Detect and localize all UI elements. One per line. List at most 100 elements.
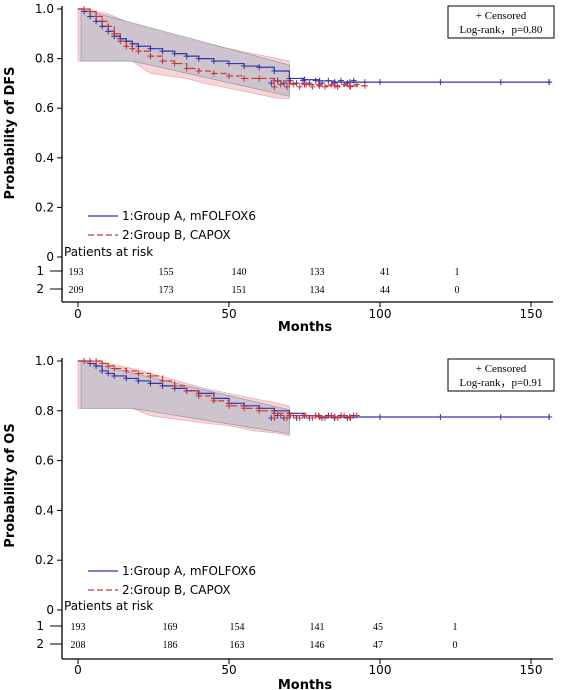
censor-mark (309, 415, 316, 422)
censor-mark (171, 60, 178, 67)
chart-panel-1: 0 0.2 0.4 0.6 0.8 1.0 0 50 100 150 Probability of … (3, 2, 555, 335)
logrank-pvalue: Log-rank，p=0.80 (460, 24, 543, 36)
legend-label-group-a: 1:Group A, mFOLFOX6 (122, 209, 256, 223)
ci-band-gray (80, 360, 290, 435)
x-tick-label: 100 (369, 663, 392, 677)
censor-mark (195, 392, 202, 399)
censor-mark (315, 412, 322, 419)
censor-mark (437, 414, 444, 421)
censor-mark (111, 372, 118, 379)
censor-mark (312, 77, 319, 84)
x-axis-label: Months (278, 678, 333, 690)
y-tick-label: 1.0 (35, 2, 54, 16)
censor-mark (299, 77, 306, 84)
risk-value: 45 (373, 622, 383, 633)
y-tick-label: 0.6 (35, 454, 54, 468)
censor-mark (93, 13, 100, 20)
censor-mark (99, 367, 106, 374)
risk-value: 1 (455, 267, 460, 278)
y-tick-label: 0.8 (35, 52, 54, 66)
censor-mark (271, 83, 278, 90)
censor-mark (306, 80, 313, 87)
censor-mark (111, 30, 118, 37)
censor-mark (183, 53, 190, 60)
censor-mark (271, 415, 278, 422)
legend-label-group-a: 1:Group A, mFOLFOX6 (122, 564, 256, 578)
risk-value: 186 (163, 640, 178, 651)
risk-value: 1 (453, 622, 458, 633)
risk-value: 154 (230, 622, 245, 633)
logrank-pvalue: Log-rank，p=0.91 (460, 377, 543, 389)
censor-mark (377, 79, 383, 86)
censor-mark (210, 58, 217, 65)
censor-mark (129, 45, 136, 52)
censor-mark (331, 414, 338, 421)
risk-value: 141 (310, 622, 325, 633)
censor-mark (350, 77, 357, 84)
y-tick-label: 1.0 (35, 354, 54, 368)
censor-mark (325, 77, 332, 84)
censor-mark (183, 65, 190, 72)
risk-value: 0 (455, 285, 460, 296)
censor-mark (256, 64, 263, 71)
censor-mark (546, 79, 553, 86)
risk-row-label: 2 (36, 637, 44, 651)
risk-row-label: 1 (36, 264, 44, 278)
legend-label-group-b: 2:Group B, CAPOX (122, 583, 231, 597)
km-curve-group-b (78, 360, 350, 418)
risk-value: 134 (310, 285, 325, 296)
censor-mark (346, 414, 353, 421)
censor-mark (117, 38, 124, 45)
censor-mark (346, 82, 353, 89)
risk-value: 140 (232, 267, 247, 278)
censor-mark (277, 412, 284, 419)
y-tick-label: 0.2 (35, 200, 54, 214)
risk-value: 0 (453, 640, 458, 651)
x-tick-label: 0 (74, 307, 82, 321)
censor-mark (159, 48, 166, 55)
censor-mark (241, 63, 248, 70)
censor-mark (241, 75, 248, 82)
y-tick-label: 0.8 (35, 404, 54, 418)
chart-panel-2: 0 0.2 0.4 0.6 0.8 1.0 0 50 100 150 Probability of … (3, 354, 555, 690)
censor-mark (290, 81, 297, 88)
censor-mark (353, 412, 360, 419)
censor-mark (331, 82, 338, 89)
censor-mark (334, 415, 341, 422)
risk-value: 133 (310, 267, 325, 278)
y-tick-label: 0.4 (35, 151, 54, 165)
censor-mark (290, 412, 297, 419)
censor-mark (159, 58, 166, 65)
censor-mark (341, 412, 348, 419)
logrank-box (447, 5, 555, 39)
censor-mark (283, 83, 290, 90)
risk-table-title: Patients at risk (64, 599, 153, 613)
censor-mark (328, 81, 335, 88)
x-tick-label: 150 (520, 663, 543, 677)
censor-mark (226, 60, 232, 67)
censor-mark (105, 362, 112, 369)
censor-mark (87, 358, 94, 364)
censor-mark (123, 367, 130, 374)
censor-mark (256, 75, 263, 82)
risk-table-title: Patients at risk (64, 245, 153, 259)
censor-mark (226, 72, 232, 79)
x-tick-label: 100 (369, 307, 392, 321)
censor-mark (99, 18, 106, 25)
censor-mark (81, 6, 88, 12)
censor-mark (195, 55, 202, 62)
censor-mark (111, 365, 118, 372)
censor-mark (171, 382, 178, 389)
censor-mark (296, 415, 303, 422)
risk-value: 41 (380, 267, 390, 278)
censor-mark (315, 81, 322, 88)
censor-mark (347, 415, 354, 422)
logrank-box (447, 358, 555, 392)
risk-value: 146 (310, 640, 325, 651)
censor-mark (105, 370, 112, 377)
risk-value: 47 (373, 640, 383, 651)
censor-mark (147, 53, 154, 60)
censor-mark (334, 83, 341, 90)
risk-row-label: 2 (36, 282, 44, 296)
